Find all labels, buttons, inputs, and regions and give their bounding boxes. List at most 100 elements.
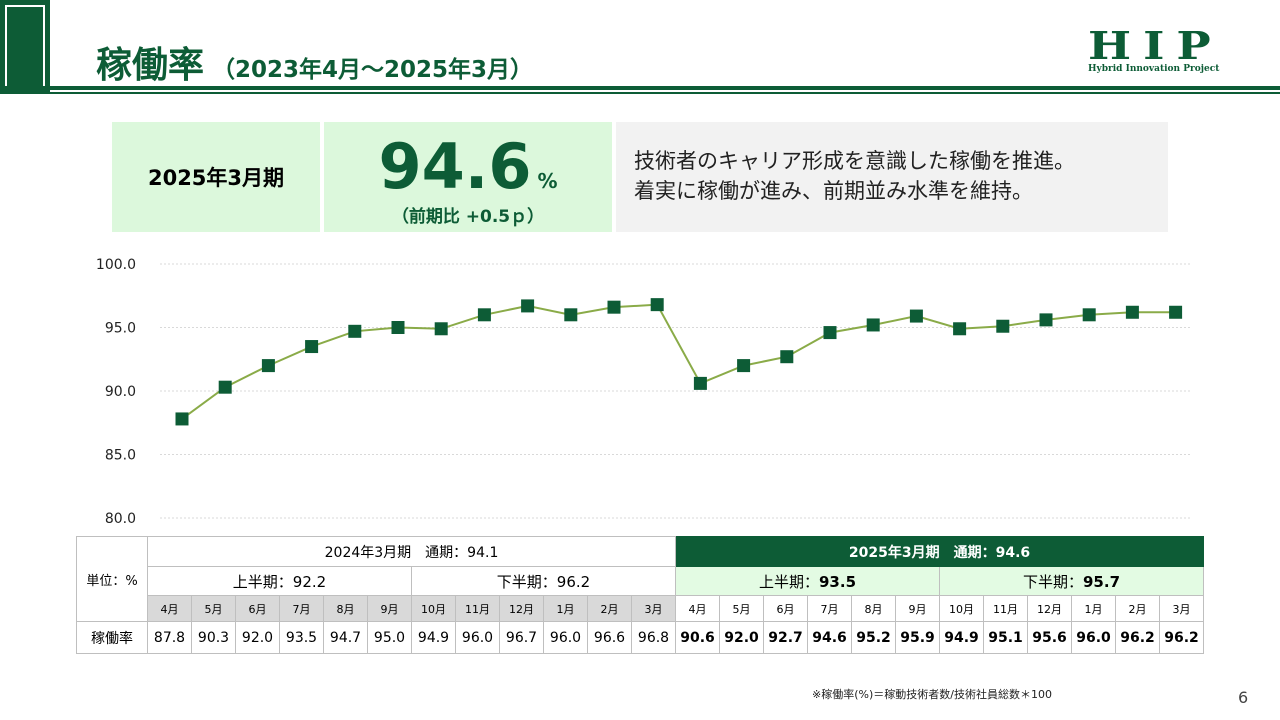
y-tick-label: 90.0 xyxy=(105,384,136,400)
kpi-change: （前期比 +0.5ｐ） xyxy=(391,207,545,227)
table-month-header: 7月 xyxy=(279,595,324,622)
page-title-period: （2023年4月～2025年3月） xyxy=(212,57,534,83)
fy2025-h2-label: 下半期： xyxy=(1022,572,1083,591)
data-point xyxy=(434,322,448,336)
table-value-cell: 94.6 xyxy=(807,621,852,654)
table-month-header: 9月 xyxy=(895,595,940,622)
fy2025-h1: 上半期：93.5 xyxy=(675,566,940,596)
data-point xyxy=(780,350,794,364)
table-month-header: 6月 xyxy=(763,595,808,622)
kpi-value-box: 94.6% （前期比 +0.5ｐ） xyxy=(324,122,612,232)
y-tick-label: 80.0 xyxy=(105,511,136,527)
fy2025-h1-label: 上半期： xyxy=(758,572,819,591)
data-point xyxy=(866,318,880,332)
table-value-cell: 93.5 xyxy=(279,621,324,654)
kpi-comment: 技術者のキャリア形成を意識した稼働を推進。 着実に稼働が進み、前期並み水準を維持… xyxy=(634,146,1075,206)
fy2025-h2: 下半期：95.7 xyxy=(939,566,1204,596)
table-month-header: 2月 xyxy=(1115,595,1160,622)
data-point xyxy=(1125,305,1139,319)
data-point xyxy=(218,380,232,394)
page-title: 稼働率 （2023年4月～2025年3月） xyxy=(96,36,533,86)
table-month-header: 8月 xyxy=(851,595,896,622)
hip-logo: HIP Hybrid Innovation Project xyxy=(1088,27,1260,78)
fy2025-h2-value: 95.7 xyxy=(1083,572,1121,591)
table-month-header: 7月 xyxy=(807,595,852,622)
table-value-cell: 92.0 xyxy=(719,621,764,654)
table-month-header: 11月 xyxy=(983,595,1028,622)
utilization-line-chart: 80.0 85.0 90.0 95.0 100.0 xyxy=(96,257,1190,527)
header-accent-box xyxy=(0,0,50,92)
kpi-comment-line1: 技術者のキャリア形成を意識した稼働を推進。 xyxy=(634,149,1075,173)
data-point xyxy=(477,308,491,322)
data-point xyxy=(909,309,923,323)
table-month-header: 11月 xyxy=(455,595,500,622)
data-point xyxy=(1169,305,1183,319)
table-month-header: 9月 xyxy=(367,595,412,622)
data-point xyxy=(1039,313,1053,327)
header-rule-thin xyxy=(0,92,1280,94)
table-month-header: 1月 xyxy=(543,595,588,622)
series-line xyxy=(181,303,1176,420)
header-rule xyxy=(0,86,1280,90)
header-accent-frame xyxy=(5,5,45,89)
table-month-header: 4月 xyxy=(675,595,720,622)
table-month-header: 2月 xyxy=(587,595,632,622)
kpi-value: 94.6 xyxy=(378,130,532,203)
fy2025-h1-value: 93.5 xyxy=(819,572,857,591)
table-month-header: 3月 xyxy=(631,595,676,622)
table-value-cell: 96.2 xyxy=(1115,621,1160,654)
y-tick-label: 85.0 xyxy=(105,448,136,464)
table-value-cell: 94.7 xyxy=(323,621,368,654)
table-value-cell: 96.0 xyxy=(455,621,500,654)
table-month-header: 3月 xyxy=(1159,595,1204,622)
table-value-cell: 96.0 xyxy=(543,621,588,654)
data-point xyxy=(391,321,405,334)
utilization-table: 単位：% 2024年3月期 通期：94.1 2025年3月期 通期：94.6 上… xyxy=(76,536,1204,654)
table-month-header: 6月 xyxy=(235,595,280,622)
table-month-header: 10月 xyxy=(939,595,984,622)
data-point xyxy=(650,298,664,312)
data-point xyxy=(823,326,837,340)
data-point xyxy=(521,299,535,313)
table-value-cell: 92.0 xyxy=(235,621,280,654)
table-value-cell: 96.2 xyxy=(1159,621,1204,654)
table-value-cell: 92.7 xyxy=(763,621,808,654)
data-point xyxy=(953,322,967,336)
y-tick-label: 95.0 xyxy=(105,321,136,337)
data-point xyxy=(737,359,751,373)
data-point xyxy=(348,324,362,338)
fy2024-h2: 下半期：96.2 xyxy=(411,566,676,596)
table-month-header: 12月 xyxy=(1027,595,1072,622)
table-month-header: 8月 xyxy=(323,595,368,622)
table-month-header: 12月 xyxy=(499,595,544,622)
table-month-header: 1月 xyxy=(1071,595,1116,622)
table-value-cell: 95.1 xyxy=(983,621,1028,654)
data-point xyxy=(607,300,621,314)
data-point xyxy=(1082,308,1096,322)
table-value-cell: 95.6 xyxy=(1027,621,1072,654)
table-value-cell: 95.9 xyxy=(895,621,940,654)
data-point xyxy=(305,340,319,354)
fy2024-header: 2024年3月期 通期：94.1 xyxy=(147,536,676,567)
data-point xyxy=(996,319,1010,333)
kpi-unit: % xyxy=(537,169,558,193)
fy2024-h1: 上半期：92.2 xyxy=(147,566,412,596)
table-value-cell: 87.8 xyxy=(147,621,192,654)
table-value-cell: 96.7 xyxy=(499,621,544,654)
hip-logo-text: HIP xyxy=(1088,23,1223,68)
kpi-period-label: 2025年3月期 xyxy=(112,122,320,232)
data-point xyxy=(693,376,707,390)
data-point xyxy=(261,359,275,373)
fy2025-header: 2025年3月期 通期：94.6 xyxy=(675,536,1204,567)
table-month-header: 4月 xyxy=(147,595,192,622)
table-row-label: 稼働率 xyxy=(76,621,148,654)
table-month-header: 10月 xyxy=(411,595,456,622)
footnote: ※稼働率(%)＝稼動技術者数/技術社員総数＊100 xyxy=(812,688,1052,701)
table-value-cell: 96.8 xyxy=(631,621,676,654)
y-tick-label: 100.0 xyxy=(96,257,136,273)
page-number: 6 xyxy=(1238,688,1249,707)
table-value-cell: 94.9 xyxy=(411,621,456,654)
table-unit-label: 単位：% xyxy=(76,536,148,622)
kpi-comment-box: 技術者のキャリア形成を意識した稼働を推進。 着実に稼働が進み、前期並み水準を維持… xyxy=(616,122,1168,232)
kpi-comment-line2: 着実に稼働が進み、前期並み水準を維持。 xyxy=(634,179,1033,203)
